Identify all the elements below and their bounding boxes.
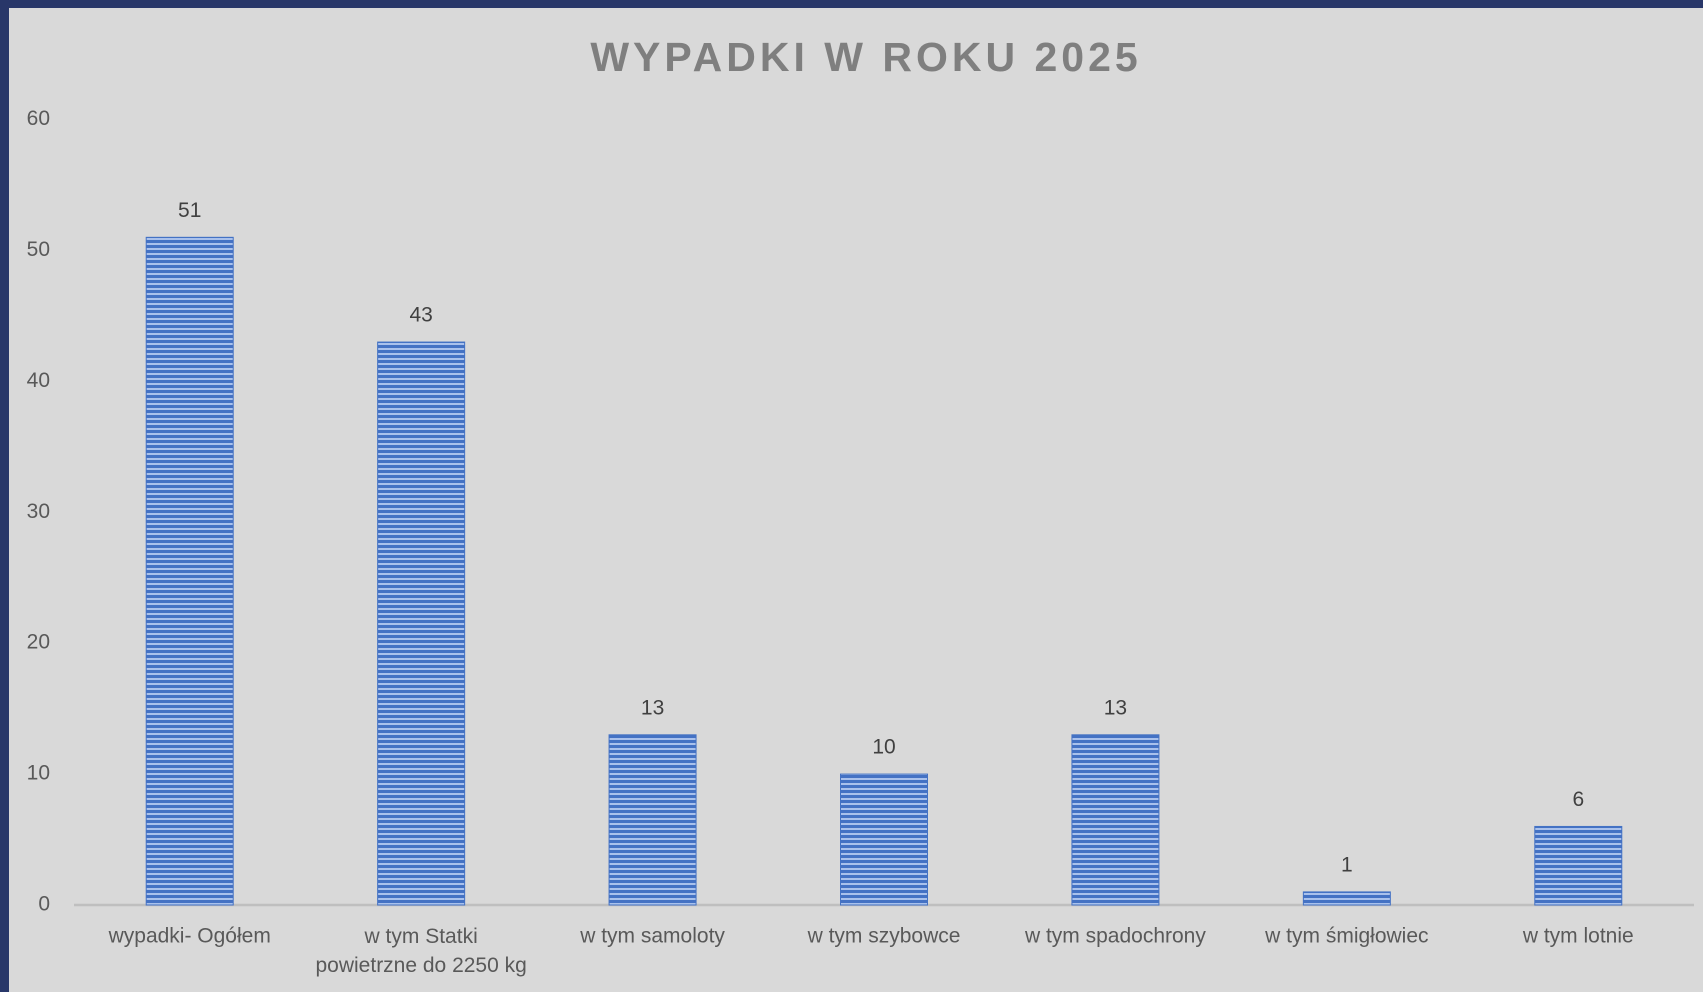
x-tick-label: w tym lotnie bbox=[1522, 925, 1634, 948]
bar bbox=[1071, 734, 1160, 906]
y-tick-label: 10 bbox=[27, 762, 50, 785]
x-tick-label: w tym samoloty bbox=[579, 925, 725, 948]
chart-title: WYPADKI W ROKU 2025 bbox=[590, 34, 1141, 80]
data-label: 13 bbox=[641, 696, 664, 719]
y-tick-label: 20 bbox=[27, 631, 50, 654]
data-label: 13 bbox=[1104, 696, 1127, 719]
bar bbox=[840, 773, 928, 906]
bar bbox=[1302, 891, 1391, 906]
y-tick-label: 30 bbox=[27, 500, 50, 523]
y-tick-label: 60 bbox=[27, 107, 50, 130]
x-tick-label: w tym szybowce bbox=[807, 925, 961, 948]
bar bbox=[145, 236, 234, 906]
data-label: 6 bbox=[1572, 788, 1584, 811]
data-label: 51 bbox=[178, 199, 201, 222]
y-tick-label: 40 bbox=[27, 369, 50, 392]
y-tick-label: 50 bbox=[27, 238, 50, 261]
bar bbox=[377, 341, 466, 906]
x-tick-label: w tym Statki powietrzne do 2250 kg bbox=[315, 925, 526, 977]
data-label: 43 bbox=[409, 304, 432, 327]
y-tick-label: 0 bbox=[38, 893, 50, 916]
bar bbox=[608, 734, 697, 906]
data-label: 1 bbox=[1341, 853, 1353, 876]
x-tick-label: w tym spadochrony bbox=[1024, 925, 1206, 948]
x-tick-label: wypadki- Ogółem bbox=[108, 925, 271, 948]
bar bbox=[1534, 825, 1623, 906]
data-label: 10 bbox=[872, 736, 895, 759]
x-tick-label: w tym śmigłowiec bbox=[1264, 925, 1428, 948]
